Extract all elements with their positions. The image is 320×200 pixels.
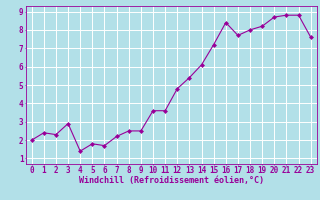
- X-axis label: Windchill (Refroidissement éolien,°C): Windchill (Refroidissement éolien,°C): [79, 176, 264, 185]
